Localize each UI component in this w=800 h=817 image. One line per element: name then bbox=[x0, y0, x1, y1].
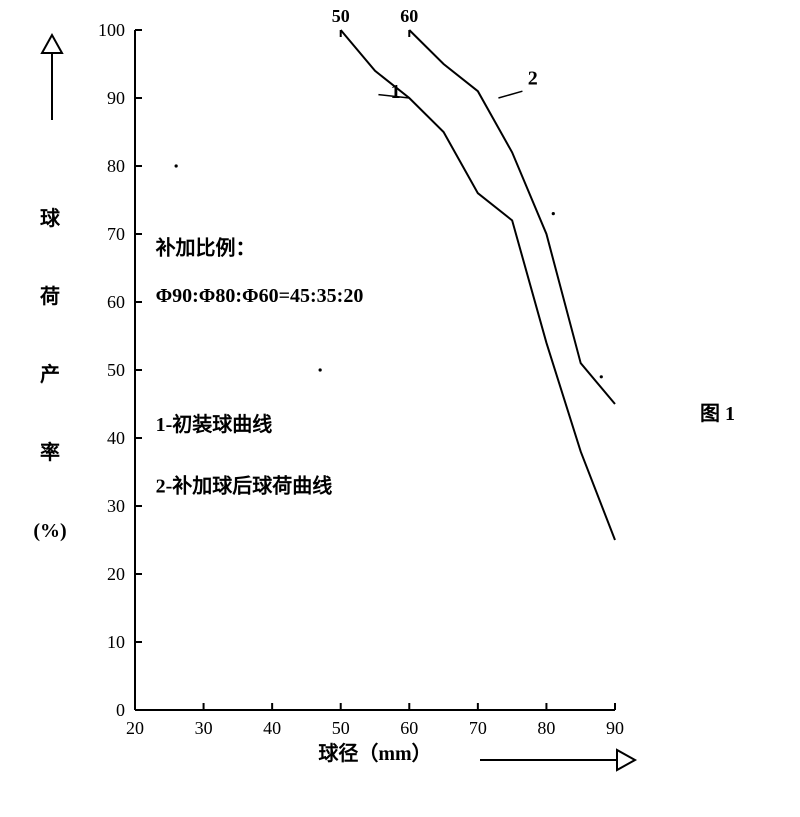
curve-2-label: 2 bbox=[528, 67, 538, 89]
speck bbox=[175, 164, 178, 167]
curve-2-leader bbox=[498, 91, 522, 98]
y-axis-label-char: 球 bbox=[40, 207, 61, 230]
y-tick-label: 90 bbox=[107, 88, 125, 108]
top-tick-label: 60 bbox=[400, 6, 418, 26]
figure-label: 图 1 bbox=[700, 402, 735, 425]
x-tick-label: 80 bbox=[537, 718, 555, 738]
x-arrow-head bbox=[617, 750, 635, 770]
annotation-legend1: 1-初装球曲线 bbox=[156, 412, 273, 436]
curve-2 bbox=[409, 30, 615, 404]
y-tick-label: 50 bbox=[107, 360, 125, 380]
y-tick-label: 40 bbox=[107, 428, 125, 448]
annotation-ratio_body: Φ90:Φ80:Φ60=45:35:20 bbox=[156, 285, 364, 307]
y-axis-label-char: 荷 bbox=[40, 284, 60, 308]
y-tick-label: 60 bbox=[107, 292, 125, 312]
y-arrow-head bbox=[42, 35, 62, 53]
y-axis-label-char: 产 bbox=[40, 362, 60, 386]
annotation-legend2: 2-补加球后球荷曲线 bbox=[156, 473, 333, 497]
speck bbox=[552, 212, 555, 215]
y-axis-label-char: (%) bbox=[33, 520, 66, 542]
x-tick-label: 20 bbox=[126, 718, 144, 738]
speck bbox=[600, 375, 603, 378]
curve-1 bbox=[341, 30, 615, 540]
annotation-ratio_title: 补加比例： bbox=[155, 235, 256, 259]
y-tick-label: 30 bbox=[107, 496, 125, 516]
y-tick-label: 20 bbox=[107, 564, 125, 584]
y-tick-label: 100 bbox=[98, 20, 125, 40]
y-tick-label: 10 bbox=[107, 632, 125, 652]
x-axis-label: 球径（mm） bbox=[318, 741, 431, 765]
x-tick-label: 70 bbox=[469, 718, 487, 738]
x-tick-label: 50 bbox=[332, 718, 350, 738]
y-tick-label: 70 bbox=[107, 224, 125, 244]
curve-1-label: 1 bbox=[391, 81, 401, 103]
chart-svg: 20 30 40 50 60 70 80 90 0 10 20 30 40 50 60 70 80 90 100 50… bbox=[0, 0, 800, 817]
speck bbox=[319, 368, 322, 371]
y-axis-label-char: 率 bbox=[40, 440, 60, 464]
chart-container: 20 30 40 50 60 70 80 90 0 10 20 30 40 50 60 70 80 90 100 50… bbox=[0, 0, 800, 817]
y-tick-label: 80 bbox=[107, 156, 125, 176]
x-tick-label: 30 bbox=[195, 718, 213, 738]
x-tick-label: 40 bbox=[263, 718, 281, 738]
y-tick-label: 0 bbox=[116, 700, 125, 720]
x-tick-label: 90 bbox=[606, 718, 624, 738]
top-tick-label: 50 bbox=[332, 6, 350, 26]
x-tick-label: 60 bbox=[400, 718, 418, 738]
